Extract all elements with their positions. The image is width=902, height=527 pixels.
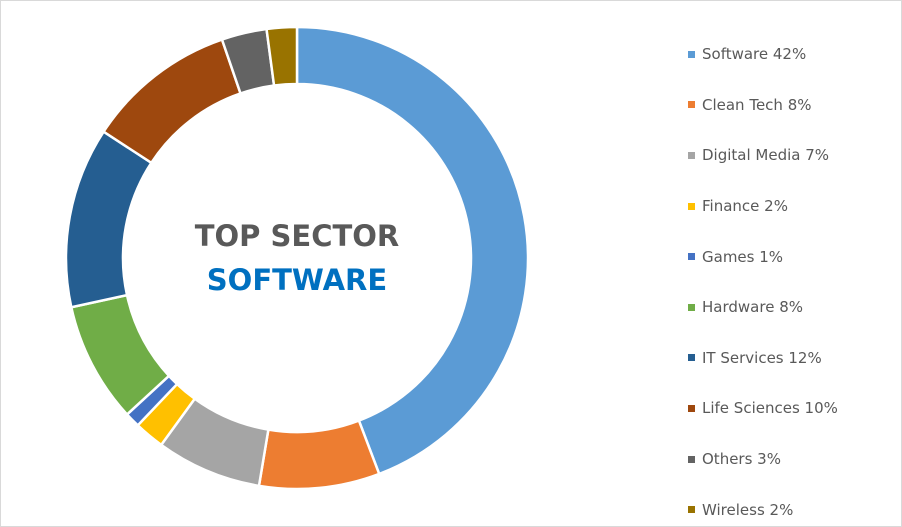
legend-swatch xyxy=(688,303,695,311)
legend-label: Software 42% xyxy=(702,45,807,64)
legend-swatch xyxy=(688,50,695,58)
slice-clean-tech xyxy=(257,419,381,491)
slice-software xyxy=(295,25,530,476)
legend-item: Digital Media 7% xyxy=(688,130,838,181)
legend-label: Games 1% xyxy=(702,247,784,266)
legend-swatch xyxy=(688,506,695,514)
legend-swatch xyxy=(688,253,695,261)
slice-it-services xyxy=(64,129,154,309)
legend-item: Life Sciences 10% xyxy=(688,383,838,434)
legend-label: Life Sciences 10% xyxy=(702,399,838,418)
legend-item: Clean Tech 8% xyxy=(688,80,838,131)
legend: Software 42% Clean Tech 8% Digital Media 7… xyxy=(688,29,838,526)
legend-label: IT Services 12% xyxy=(702,348,822,367)
center-subtitle: SOFTWARE xyxy=(206,263,388,297)
legend-item: Finance 2% xyxy=(688,181,838,232)
legend-item: IT Services 12% xyxy=(688,333,838,384)
legend-swatch xyxy=(688,354,695,362)
legend-label: Finance 2% xyxy=(702,197,788,216)
slice-life-sciences xyxy=(101,37,243,165)
legend-item: Games 1% xyxy=(688,231,838,282)
legend-label: Wireless 2% xyxy=(702,500,794,519)
legend-swatch xyxy=(688,202,695,210)
legend-label: Hardware 8% xyxy=(702,298,803,317)
legend-label: Others 3% xyxy=(702,450,781,469)
legend-item: Hardware 8% xyxy=(688,282,838,333)
legend-swatch xyxy=(688,151,695,159)
legend-item: Wireless 2% xyxy=(688,484,838,526)
legend-item: Software 42% xyxy=(688,29,838,80)
slice-wireless xyxy=(265,25,299,87)
legend-label: Digital Media 7% xyxy=(702,146,830,165)
legend-item: Others 3% xyxy=(688,434,838,485)
legend-swatch xyxy=(688,455,695,463)
legend-swatch xyxy=(688,404,695,412)
legend-swatch xyxy=(688,101,695,109)
center-title: TOP SECTOR xyxy=(194,219,400,253)
legend-label: Clean Tech 8% xyxy=(702,95,812,114)
